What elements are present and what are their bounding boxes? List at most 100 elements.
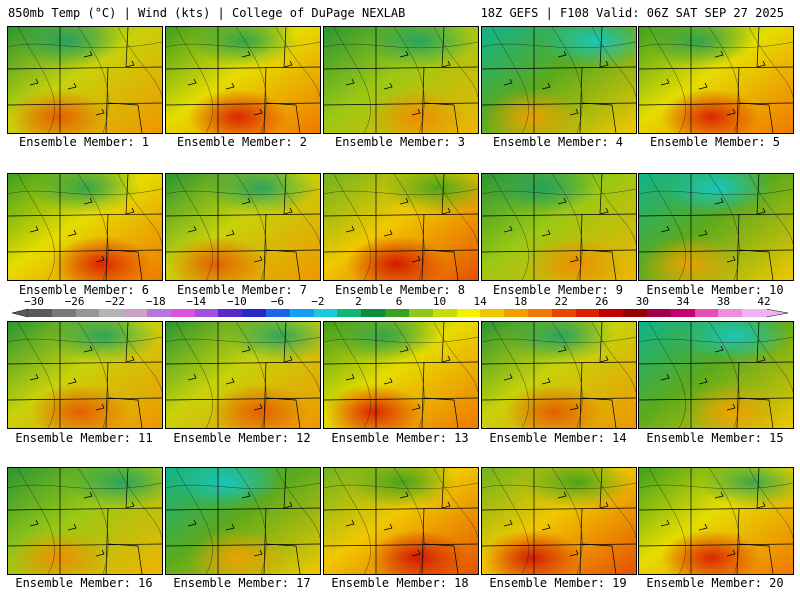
ensemble-map-panel bbox=[7, 26, 163, 134]
ensemble-map-panel bbox=[323, 173, 479, 281]
ensemble-member-label: Ensemble Member: 18 bbox=[331, 576, 469, 590]
colorbar-tick-label: −30 bbox=[24, 295, 44, 308]
colorbar-tick-label: −14 bbox=[186, 295, 207, 308]
ensemble-map-panel bbox=[165, 321, 321, 429]
colorbar-segment bbox=[718, 309, 743, 317]
temperature-map bbox=[166, 322, 320, 428]
ensemble-member-label: Ensemble Member: 13 bbox=[331, 431, 469, 445]
ensemble-map-panel bbox=[481, 321, 637, 429]
temperature-map bbox=[639, 468, 793, 574]
colorbar-segment bbox=[194, 309, 220, 317]
ensemble-member-label: Ensemble Member: 7 bbox=[176, 283, 308, 297]
colorbar-segment bbox=[504, 309, 529, 317]
colorbar-tick-label: −18 bbox=[145, 295, 166, 308]
temperature-map bbox=[8, 468, 162, 574]
colorbar-tick-label: 14 bbox=[473, 295, 487, 308]
colorbar-segment bbox=[551, 309, 577, 317]
ensemble-member-label: Ensemble Member: 16 bbox=[15, 576, 153, 590]
colorbar-tick-label: 2 bbox=[355, 295, 362, 308]
colorbar-tick-label: −26 bbox=[64, 295, 85, 308]
ensemble-member-label: Ensemble Member: 6 bbox=[18, 283, 150, 297]
colorbar-segment bbox=[28, 309, 53, 317]
ensemble-member-label: Ensemble Member: 1 bbox=[18, 135, 150, 149]
colorbar-segment bbox=[99, 309, 124, 317]
colorbar-segment bbox=[623, 309, 648, 317]
colorbar-segment bbox=[742, 309, 767, 317]
ensemble-member-label: Ensemble Member: 2 bbox=[176, 135, 308, 149]
ensemble-member-label: Ensemble Member: 5 bbox=[649, 135, 781, 149]
ensemble-map-panel bbox=[481, 467, 637, 575]
ensemble-map-panel bbox=[638, 321, 794, 429]
ensemble-member-label: Ensemble Member: 20 bbox=[646, 576, 784, 590]
colorbar-tick-label: 6 bbox=[395, 295, 403, 308]
colorbar-tick-label: 38 bbox=[716, 295, 731, 308]
colorbar-segment bbox=[408, 309, 434, 317]
ensemble-member-label: Ensemble Member: 15 bbox=[646, 431, 784, 445]
temperature-map bbox=[482, 174, 636, 280]
colorbar-tick-label: 30 bbox=[635, 295, 649, 308]
colorbar-segment bbox=[242, 309, 267, 317]
temperature-map bbox=[482, 468, 636, 574]
ensemble-member-label: Ensemble Member: 19 bbox=[489, 576, 627, 590]
ensemble-map-panel bbox=[7, 467, 163, 575]
ensemble-map-panel bbox=[638, 26, 794, 134]
colorbar-segment bbox=[75, 309, 101, 317]
temperature-map bbox=[324, 322, 478, 428]
colorbar-segment bbox=[456, 309, 481, 317]
ensemble-member-label: Ensemble Member: 10 bbox=[646, 283, 784, 297]
colorbar-tick-label: 34 bbox=[676, 295, 690, 308]
colorbar-tick-label: 42 bbox=[757, 295, 771, 308]
ensemble-map-panel bbox=[165, 173, 321, 281]
colorbar-tick-label: −6 bbox=[270, 295, 284, 308]
ensemble-member-label: Ensemble Member: 17 bbox=[173, 576, 311, 590]
temperature-map bbox=[166, 468, 320, 574]
ensemble-member-label: Ensemble Member: 14 bbox=[489, 431, 627, 445]
ensemble-map-panel bbox=[638, 467, 794, 575]
temperature-map bbox=[324, 27, 478, 133]
ensemble-member-label: Ensemble Member: 4 bbox=[492, 135, 624, 149]
colorbar-tick-label: 18 bbox=[514, 295, 528, 308]
colorbar-segment bbox=[147, 309, 172, 317]
chart-title: 850mb Temp (°C) | Wind (kts) | College o… bbox=[8, 6, 406, 20]
colorbar-tick-label: −22 bbox=[105, 295, 126, 308]
colorbar-segment bbox=[480, 309, 505, 317]
temperature-map bbox=[166, 174, 320, 280]
colorbar-tick-label: 26 bbox=[595, 295, 609, 308]
temperature-map bbox=[482, 322, 636, 428]
colorbar-segment bbox=[575, 309, 600, 317]
colorbar-tick-label: 22 bbox=[554, 295, 568, 308]
colorbar-tick-label: 10 bbox=[432, 295, 447, 308]
colorbar-segment bbox=[599, 309, 624, 317]
temperature-map bbox=[8, 174, 162, 280]
colorbar-segment bbox=[123, 309, 148, 317]
temperature-map bbox=[166, 27, 320, 133]
ensemble-member-label: Ensemble Member: 9 bbox=[492, 283, 624, 297]
temperature-map bbox=[8, 27, 162, 133]
temperature-map bbox=[482, 27, 636, 133]
ensemble-map-panel bbox=[638, 173, 794, 281]
temperature-map bbox=[639, 27, 793, 133]
run-valid-time: 18Z GEFS | F108 Valid: 06Z SAT SEP 27 20… bbox=[480, 6, 784, 20]
colorbar-segment bbox=[170, 309, 196, 317]
temperature-map bbox=[8, 322, 162, 428]
temperature-map bbox=[639, 174, 793, 280]
colorbar-segment bbox=[432, 309, 458, 317]
ensemble-member-label: Ensemble Member: 12 bbox=[173, 431, 311, 445]
ensemble-member-label: Ensemble Member: 8 bbox=[334, 283, 466, 297]
ensemble-map-panel bbox=[481, 173, 637, 281]
colorbar-tick-label: −2 bbox=[311, 295, 325, 308]
colorbar-segment bbox=[266, 309, 291, 317]
ensemble-map-panel bbox=[323, 467, 479, 575]
colorbar-segment bbox=[670, 309, 696, 317]
colorbar-segment bbox=[385, 309, 410, 317]
ensemble-map-panel bbox=[165, 26, 321, 134]
colorbar-segment bbox=[694, 309, 719, 317]
ensemble-map-panel bbox=[323, 321, 479, 429]
colorbar-segment bbox=[313, 309, 339, 317]
ensemble-map-panel bbox=[7, 173, 163, 281]
ensemble-member-label: Ensemble Member: 11 bbox=[15, 431, 153, 445]
temperature-map bbox=[639, 322, 793, 428]
colorbar-segment bbox=[527, 309, 553, 317]
ensemble-map-panel bbox=[7, 321, 163, 429]
colorbar-segment bbox=[361, 309, 386, 317]
